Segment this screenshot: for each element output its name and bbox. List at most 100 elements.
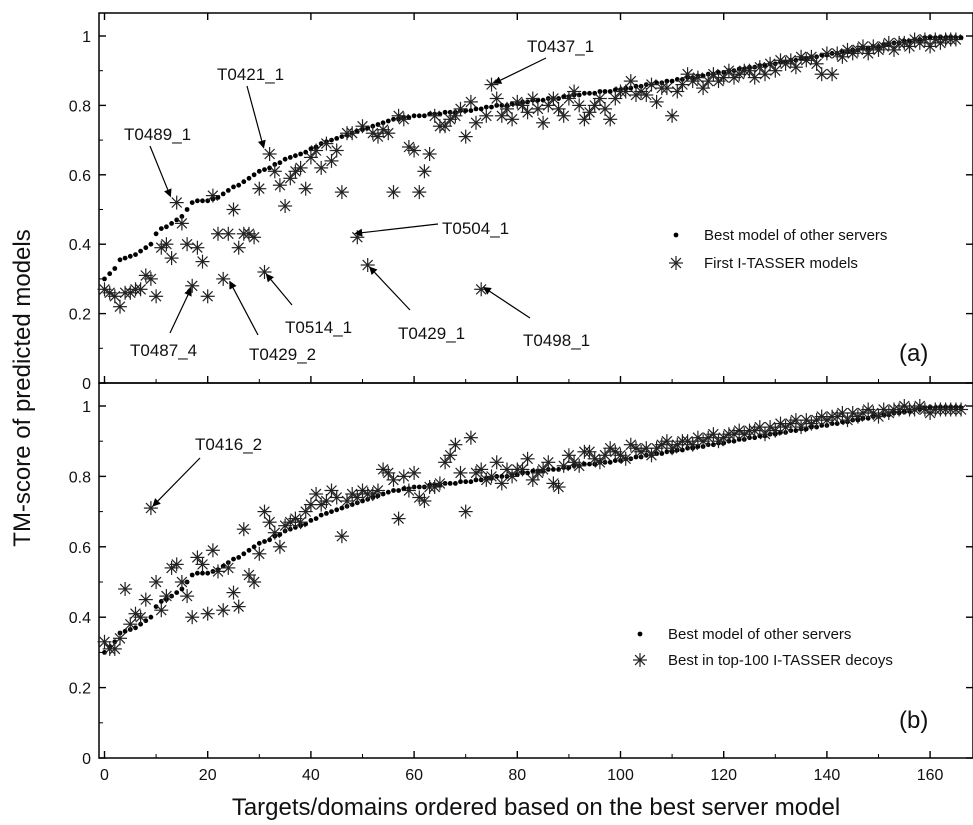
point-itasser <box>742 63 757 78</box>
x-axis-ticks: 0 20 40 60 80 100 120 140 160 <box>100 13 944 784</box>
annotation-arrow <box>246 85 263 142</box>
panel-b-points <box>97 399 969 656</box>
point-itasser <box>159 237 174 252</box>
point-itasser <box>293 515 308 530</box>
point-itasser <box>670 437 685 452</box>
point-itasser <box>113 631 127 646</box>
point-best-server <box>293 153 298 159</box>
point-itasser <box>113 299 127 314</box>
point-itasser <box>515 462 530 477</box>
point-itasser <box>272 539 287 554</box>
point-itasser <box>381 126 396 141</box>
point-best-server <box>334 507 340 513</box>
point-itasser <box>448 108 463 123</box>
point-itasser <box>840 413 855 428</box>
point-itasser <box>592 91 607 106</box>
point-itasser <box>494 476 509 491</box>
point-best-server <box>251 544 257 550</box>
point-itasser <box>396 112 411 127</box>
point-itasser <box>396 469 411 484</box>
point-itasser <box>159 589 174 604</box>
point-best-server <box>184 207 190 212</box>
point-itasser <box>649 94 664 109</box>
point-itasser <box>407 143 422 158</box>
point-itasser <box>216 271 231 286</box>
point-best-server <box>148 614 154 620</box>
annotation-label: T0514_1 <box>285 318 352 337</box>
point-itasser <box>391 511 406 526</box>
point-itasser <box>639 88 654 102</box>
point-itasser <box>216 603 231 618</box>
point-itasser <box>804 49 819 64</box>
point-best-server <box>267 537 272 543</box>
point-best-server <box>308 518 314 523</box>
point-itasser <box>195 254 210 269</box>
point-best-server <box>246 175 252 181</box>
point-itasser <box>123 617 138 632</box>
point-best-server <box>195 570 200 576</box>
point-itasser <box>541 98 556 113</box>
point-best-server <box>406 115 412 120</box>
point-itasser <box>835 406 850 420</box>
point-best-server <box>148 241 154 247</box>
point-best-server <box>205 570 211 576</box>
point-best-server <box>174 590 180 595</box>
point-itasser <box>453 101 468 116</box>
point-itasser <box>149 289 164 304</box>
point-itasser <box>314 160 329 175</box>
point-best-server <box>158 226 164 232</box>
point-best-server <box>200 198 205 204</box>
point-best-server <box>385 489 391 495</box>
point-itasser <box>577 112 592 127</box>
point-itasser <box>484 77 499 92</box>
point-itasser <box>133 282 148 297</box>
point-itasser <box>474 282 489 297</box>
point-itasser <box>690 70 705 85</box>
point-best-server <box>602 89 608 94</box>
point-itasser <box>443 448 458 463</box>
point-best-server <box>318 512 324 518</box>
y-tick-label: 1 <box>82 399 91 416</box>
point-itasser <box>489 455 504 470</box>
y-tick-label: 0.8 <box>69 98 91 115</box>
point-itasser <box>386 185 401 200</box>
y-tick-label: 0.2 <box>69 307 91 324</box>
point-itasser <box>819 46 834 61</box>
point-itasser <box>825 67 840 82</box>
point-best-server <box>143 245 149 251</box>
point-itasser <box>174 575 189 589</box>
point-itasser <box>324 153 339 168</box>
point-itasser <box>293 160 308 175</box>
point-itasser <box>417 494 432 508</box>
point-itasser <box>463 94 478 109</box>
annotation-label: T0504_1 <box>442 219 509 238</box>
panel-a-points <box>97 32 964 314</box>
point-itasser <box>758 427 772 442</box>
point-itasser <box>272 178 287 193</box>
point-itasser <box>458 504 473 519</box>
point-itasser <box>484 469 499 484</box>
point-itasser <box>200 289 215 304</box>
point-itasser <box>319 136 334 151</box>
point-itasser <box>536 115 551 130</box>
point-best-server <box>298 151 303 157</box>
annotation-arrowhead <box>493 76 503 84</box>
point-itasser <box>149 575 164 589</box>
annotation-arrowhead <box>152 498 161 507</box>
point-itasser <box>561 91 576 106</box>
point-best-server <box>256 540 262 546</box>
point-itasser <box>371 483 385 498</box>
point-itasser <box>180 237 195 252</box>
point-best-server <box>396 488 401 493</box>
point-itasser <box>138 592 153 607</box>
point-itasser <box>169 557 184 572</box>
point-best-server <box>122 628 128 634</box>
point-itasser <box>541 455 556 470</box>
point-best-server <box>416 484 422 490</box>
x-tick-label: 160 <box>917 767 944 784</box>
point-itasser <box>474 462 489 477</box>
point-itasser <box>422 147 437 161</box>
panel-b-legend: Best model of other servers Best in top-1… <box>633 626 893 669</box>
point-itasser <box>608 91 623 106</box>
point-best-server <box>189 572 195 578</box>
